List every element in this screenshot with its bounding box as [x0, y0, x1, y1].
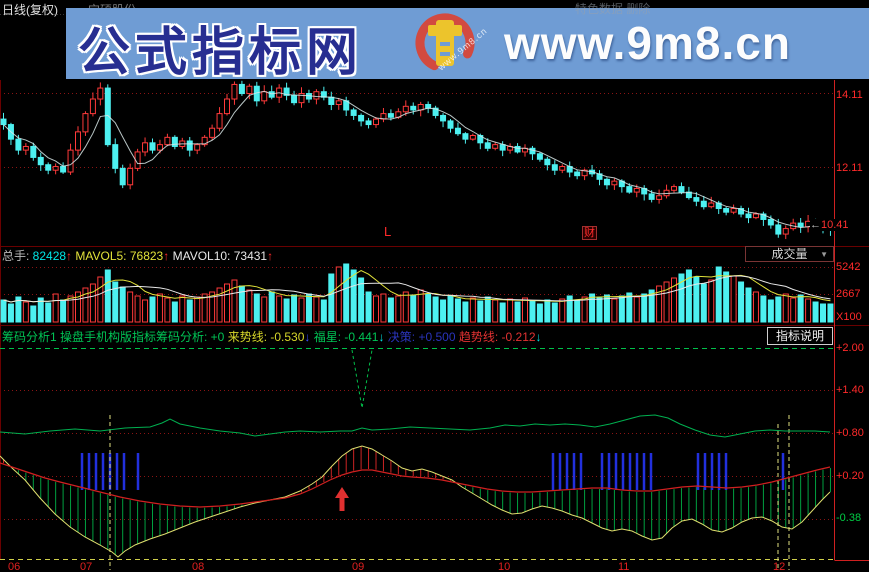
- indicator-header-field: ↓: [378, 330, 388, 344]
- indicator-help-button[interactable]: 指标说明: [767, 327, 833, 345]
- indicator-header-field: 趋势线: -0.212: [455, 330, 536, 344]
- volume-header-field: 82428: [32, 249, 67, 263]
- volume-header-field: ↑: [267, 249, 274, 263]
- volume-header-field: MAVOL10: 73431: [172, 249, 268, 263]
- period-label: 日线(复权): [2, 3, 58, 17]
- current-price-tag: ←10.41: [810, 219, 849, 231]
- volume-selector-label: 成交量: [771, 247, 808, 261]
- indicator-header: 筹码分析1 操盘手机构版指标筹码分析: +0 来势线: -0.530↓ 福星: …: [2, 328, 542, 345]
- volume-header-field: ↑: [66, 249, 76, 263]
- indicator-header-field: ↓: [535, 330, 542, 344]
- banner-site-url: www.9m8.cn: [504, 17, 791, 69]
- faint-menu-text: 特色数据 删除: [575, 2, 651, 16]
- indicator-header-field: ↓: [304, 330, 314, 344]
- indicator-header-field: 来势线: -0.530: [227, 330, 305, 344]
- price-arrow-icon: ←: [810, 219, 821, 231]
- watermark-banner: 公式指标网 www.9m8.cn www.9m8.cn: [66, 8, 869, 82]
- volume-header-field: ↑: [163, 249, 173, 263]
- chevron-down-icon[interactable]: ▼: [820, 250, 828, 259]
- banner-site-title: 公式指标网: [78, 24, 364, 82]
- volume-header-field: MAVOL5: 76823: [75, 249, 164, 263]
- site-logo-icon: [412, 10, 478, 81]
- volume-header: 总手: 82428↑ MAVOL5: 76823↑ MAVOL10: 73431…: [2, 247, 273, 264]
- indicator-header-field: 福星: -0.441: [313, 330, 379, 344]
- indicator-header-field: 筹码分析1 操盘手机构版指标筹码分析: +0: [2, 330, 228, 344]
- volume-indicator-selector[interactable]: 成交量 ▼: [745, 246, 834, 262]
- indicator-header-field: 决策: +0.500: [387, 330, 456, 344]
- volume-header-field: 总手:: [2, 249, 33, 263]
